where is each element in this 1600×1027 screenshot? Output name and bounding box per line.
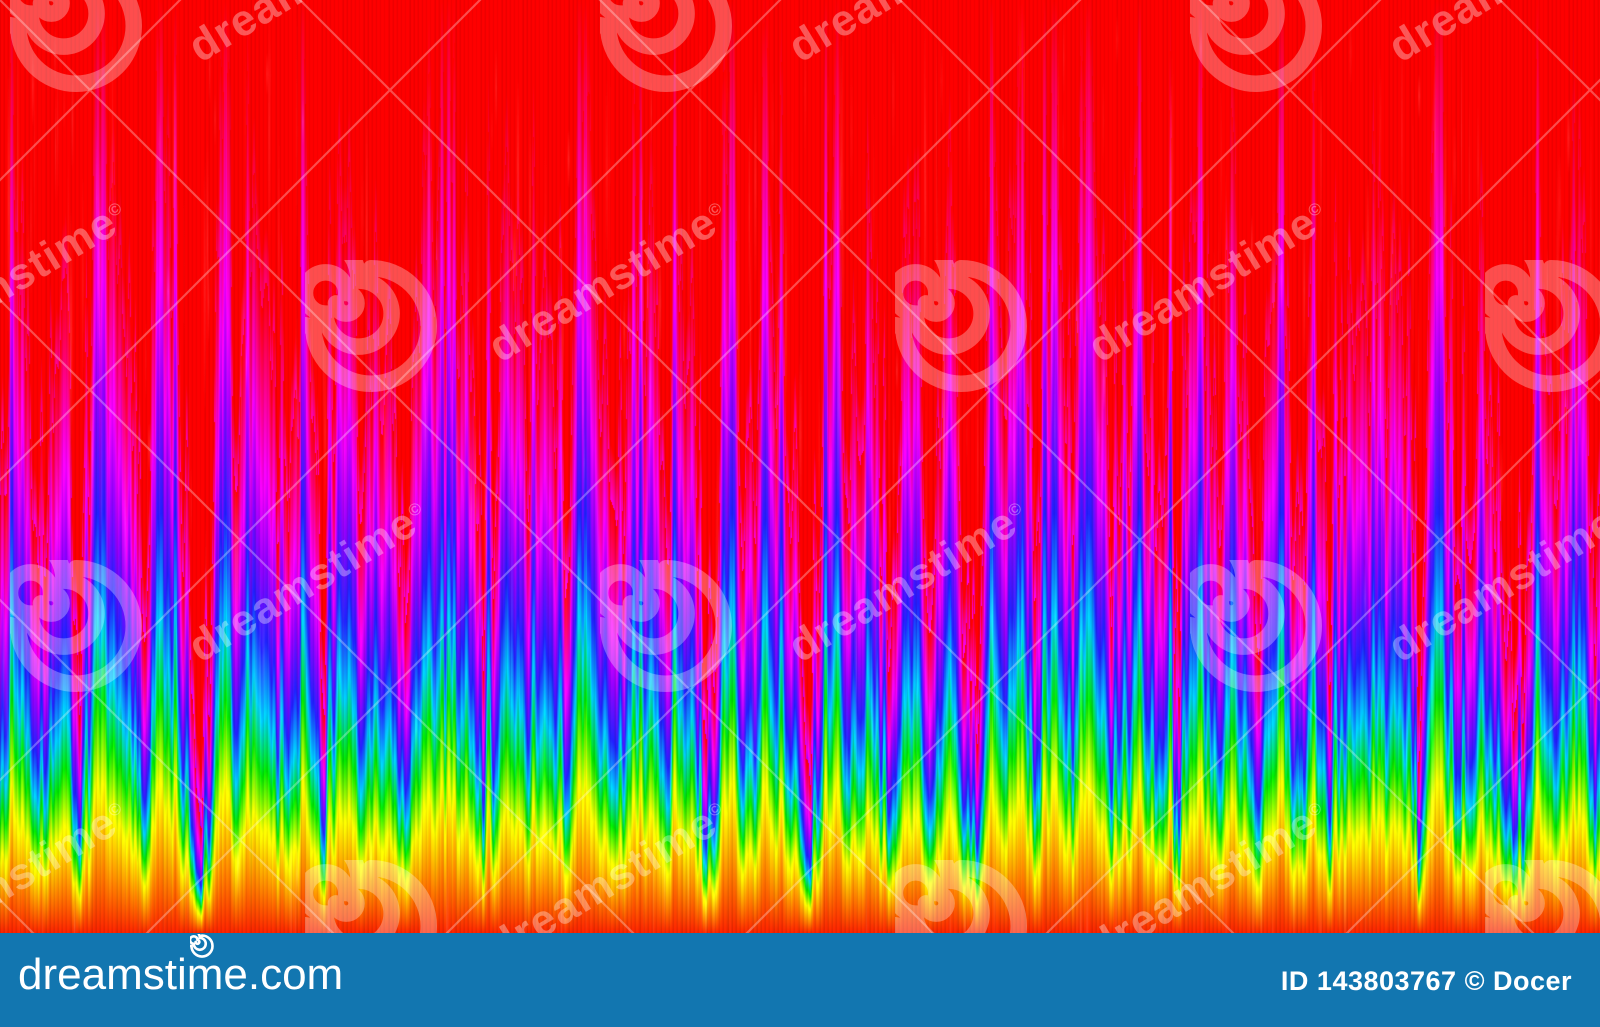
rainbow-spike-canvas [0, 0, 1600, 933]
spiral-icon [190, 934, 214, 958]
image-credit: ID 143803767 © Docer [1280, 966, 1572, 996]
watermark-footer-bar: dreamstime.com ID 143803767 © Docer [0, 933, 1600, 1027]
dreamstime-logo[interactable]: dreamstime.com [18, 934, 344, 999]
dreamstime-logo-text: dreamstime.com [18, 950, 344, 999]
artwork-image: dreamstime©dreamstime©dreamstime©dreamst… [0, 0, 1600, 933]
